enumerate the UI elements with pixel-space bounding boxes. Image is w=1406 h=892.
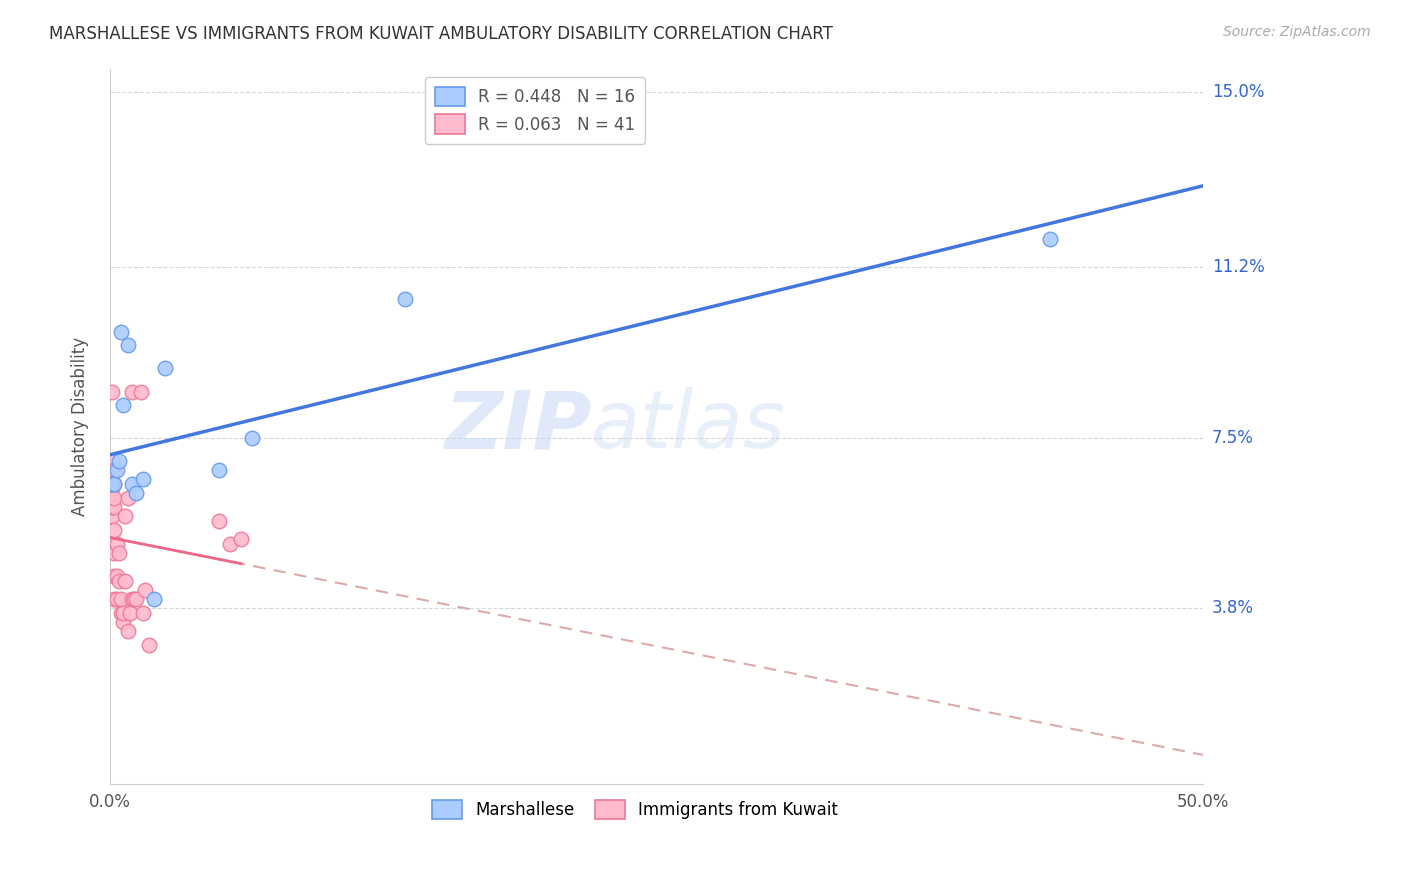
Point (105, 592, 128, 607)
Point (101, 476, 124, 491)
Point (108, 454, 131, 468)
Point (132, 472, 155, 486)
Point (105, 463, 128, 477)
Text: 15.0%: 15.0% (1212, 83, 1264, 101)
Point (101, 500, 124, 514)
Point (122, 592, 145, 607)
Point (110, 606, 132, 620)
Point (101, 491, 124, 505)
Point (101, 454, 124, 468)
Point (231, 532, 253, 546)
Point (101, 463, 124, 477)
Text: 7.5%: 7.5% (1212, 429, 1254, 447)
Point (103, 523, 125, 537)
Point (121, 592, 143, 607)
Point (129, 384, 152, 399)
Point (103, 476, 125, 491)
Point (103, 546, 125, 560)
Point (103, 476, 125, 491)
Point (108, 546, 131, 560)
Point (105, 569, 128, 583)
Text: 3.8%: 3.8% (1212, 599, 1254, 617)
Point (108, 574, 131, 588)
Point (208, 514, 231, 528)
Point (142, 592, 165, 607)
Point (101, 509, 124, 524)
Point (112, 615, 135, 630)
Point (117, 491, 139, 505)
Point (240, 431, 263, 445)
Point (394, 292, 416, 306)
Point (114, 574, 136, 588)
Point (121, 384, 143, 399)
Point (117, 624, 139, 639)
Point (118, 606, 141, 620)
Point (103, 592, 125, 607)
Point (117, 338, 139, 352)
Point (103, 569, 125, 583)
Point (101, 482, 124, 496)
Point (134, 582, 156, 597)
Point (101, 384, 124, 399)
Text: MARSHALLESE VS IMMIGRANTS FROM KUWAIT AMBULATORY DISABILITY CORRELATION CHART: MARSHALLESE VS IMMIGRANTS FROM KUWAIT AM… (49, 25, 834, 43)
Point (110, 592, 132, 607)
Point (153, 361, 176, 376)
Point (105, 537, 128, 551)
Point (125, 592, 148, 607)
Point (112, 606, 135, 620)
Point (208, 463, 231, 477)
Point (121, 476, 143, 491)
Point (103, 500, 125, 514)
Point (112, 398, 135, 412)
Point (103, 491, 125, 505)
Legend: Marshallese, Immigrants from Kuwait: Marshallese, Immigrants from Kuwait (425, 793, 845, 825)
Point (114, 509, 136, 524)
Point (132, 606, 155, 620)
Point (1039, 232, 1062, 246)
Text: ZIP: ZIP (444, 387, 591, 465)
Point (138, 638, 160, 652)
Point (103, 463, 125, 477)
Point (101, 476, 124, 491)
Y-axis label: Ambulatory Disability: Ambulatory Disability (72, 336, 89, 516)
Point (110, 325, 132, 339)
Text: Source: ZipAtlas.com: Source: ZipAtlas.com (1223, 25, 1371, 39)
Text: atlas: atlas (591, 387, 786, 465)
Text: 11.2%: 11.2% (1212, 258, 1264, 276)
Point (125, 486, 148, 500)
Point (219, 537, 242, 551)
